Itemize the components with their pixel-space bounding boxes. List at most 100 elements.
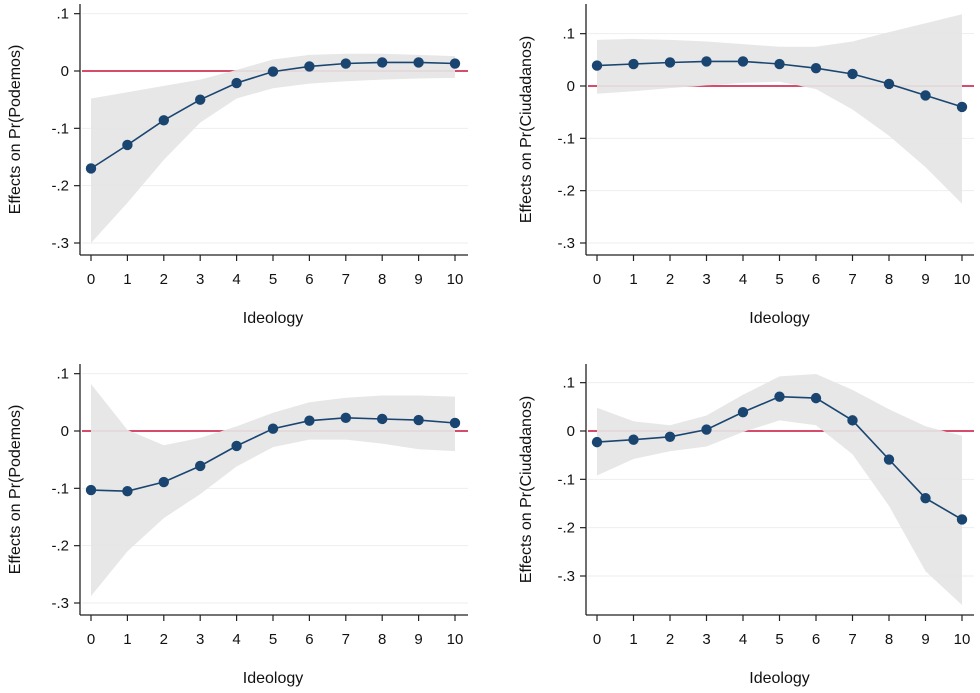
x-tick-label: 2 bbox=[666, 631, 674, 648]
x-tick-label: 8 bbox=[378, 631, 386, 648]
x-tick-label: 10 bbox=[447, 631, 464, 648]
confidence-band bbox=[597, 14, 962, 204]
data-point bbox=[340, 58, 351, 69]
y-tick-label: -.3 bbox=[51, 235, 69, 252]
x-tick-label: 1 bbox=[629, 631, 637, 648]
y-axis-title: Effects on Pr(Podemos) bbox=[7, 45, 24, 215]
data-point bbox=[920, 90, 931, 101]
x-tick-label: 5 bbox=[775, 631, 783, 648]
data-point bbox=[340, 412, 351, 424]
x-tick-label: 10 bbox=[954, 271, 971, 288]
x-tick-label: 4 bbox=[232, 271, 240, 288]
y-tick-label: .1 bbox=[562, 26, 575, 43]
data-point bbox=[664, 57, 676, 68]
x-tick-label: 4 bbox=[739, 631, 747, 648]
data-point bbox=[85, 484, 97, 496]
data-point bbox=[847, 415, 858, 426]
x-tick-label: 0 bbox=[593, 631, 601, 648]
data-point bbox=[158, 115, 169, 126]
x-tick-label: 4 bbox=[739, 271, 747, 288]
data-point bbox=[810, 392, 822, 404]
data-point bbox=[195, 94, 206, 105]
data-point bbox=[737, 406, 749, 418]
x-tick-label: 2 bbox=[666, 271, 674, 288]
x-tick-label: 9 bbox=[921, 271, 929, 288]
x-axis-title: Ideology bbox=[749, 310, 810, 327]
panel-top-right: .1 0 -.1 -.2 -.3 0 1 2 3 4 5 6 7 8 9 10 Ideology Effects … bbox=[518, 4, 974, 327]
y-tick-label: 0 bbox=[61, 63, 69, 80]
panel-bottom-left: .1 0 -.1 -.2 -.3 0 1 2 3 4 5 6 7 8 9 10 Ideology Effects … bbox=[7, 364, 468, 687]
y-tick-label: .1 bbox=[56, 366, 69, 383]
x-tick-label: 0 bbox=[593, 271, 601, 288]
y-tick-label: -.1 bbox=[51, 480, 69, 497]
data-point bbox=[377, 413, 388, 425]
x-tick-label: 6 bbox=[305, 631, 313, 648]
confidence-band bbox=[597, 374, 962, 605]
x-axis-title: Ideology bbox=[243, 310, 304, 327]
data-point bbox=[810, 63, 822, 74]
data-point bbox=[304, 415, 315, 426]
x-axis-title: Ideology bbox=[243, 670, 304, 687]
data-point bbox=[122, 486, 133, 497]
data-point bbox=[449, 58, 461, 69]
data-point bbox=[883, 454, 895, 465]
data-point bbox=[701, 424, 712, 435]
x-tick-label: 9 bbox=[414, 631, 422, 648]
y-tick-label: 0 bbox=[567, 423, 575, 440]
data-point bbox=[920, 492, 931, 504]
data-point bbox=[847, 68, 858, 80]
x-tick-label: 8 bbox=[885, 271, 893, 288]
confidence-band bbox=[91, 384, 455, 597]
x-tick-label: 1 bbox=[123, 631, 131, 648]
x-tick-label: 6 bbox=[305, 271, 313, 288]
data-point bbox=[591, 60, 603, 71]
panel-bottom-right: .1 0 -.1 -.2 -.3 0 1 2 3 4 5 6 7 8 9 10 Ideology Effects … bbox=[518, 364, 974, 687]
y-tick-label: -.3 bbox=[557, 235, 575, 252]
y-axis-title: Effects on Pr(Ciudadanos) bbox=[518, 396, 535, 583]
data-point bbox=[195, 460, 206, 472]
confidence-band bbox=[91, 53, 455, 243]
x-tick-label: 7 bbox=[342, 271, 350, 288]
x-tick-label: 8 bbox=[885, 631, 893, 648]
x-tick-label: 3 bbox=[196, 631, 204, 648]
y-tick-label: .1 bbox=[56, 6, 69, 23]
x-tick-label: 7 bbox=[342, 631, 350, 648]
y-axis-title: Effects on Pr(Ciudadanos) bbox=[518, 36, 535, 223]
x-tick-label: 0 bbox=[87, 631, 95, 648]
data-point bbox=[737, 56, 749, 67]
data-point bbox=[85, 163, 97, 174]
data-point bbox=[304, 61, 315, 72]
y-tick-label: -.1 bbox=[557, 130, 575, 147]
y-tick-label: -.2 bbox=[557, 183, 575, 200]
x-tick-label: 9 bbox=[414, 271, 422, 288]
data-point bbox=[701, 56, 712, 67]
data-point bbox=[591, 436, 603, 448]
panel-top-left: .1 0 -.1 -.2 -.3 0 1 2 3 4 5 6 7 8 9 10 Ideology Effects … bbox=[7, 4, 468, 327]
data-point bbox=[413, 414, 424, 426]
x-tick-label: 2 bbox=[160, 271, 168, 288]
x-tick-label: 5 bbox=[775, 271, 783, 288]
data-point bbox=[664, 431, 676, 442]
x-tick-label: 8 bbox=[378, 271, 386, 288]
data-point bbox=[413, 57, 424, 68]
data-point bbox=[267, 66, 279, 77]
data-point bbox=[231, 440, 242, 452]
x-tick-label: 1 bbox=[123, 271, 131, 288]
data-point bbox=[774, 391, 785, 402]
data-point bbox=[267, 423, 279, 434]
data-point bbox=[122, 139, 133, 151]
y-tick-label: -.1 bbox=[51, 120, 69, 137]
data-point bbox=[774, 58, 785, 70]
data-point bbox=[628, 434, 639, 445]
x-tick-label: 10 bbox=[447, 271, 464, 288]
x-tick-label: 4 bbox=[232, 631, 240, 648]
x-tick-label: 7 bbox=[848, 271, 856, 288]
y-axis-title: Effects on Pr(Podemos) bbox=[7, 405, 24, 575]
x-tick-label: 3 bbox=[702, 631, 710, 648]
x-tick-label: 5 bbox=[269, 631, 277, 648]
data-point bbox=[158, 476, 169, 488]
y-tick-label: .1 bbox=[562, 375, 575, 392]
y-tick-label: -.3 bbox=[51, 595, 69, 612]
data-point bbox=[956, 101, 968, 113]
data-point bbox=[449, 417, 461, 429]
